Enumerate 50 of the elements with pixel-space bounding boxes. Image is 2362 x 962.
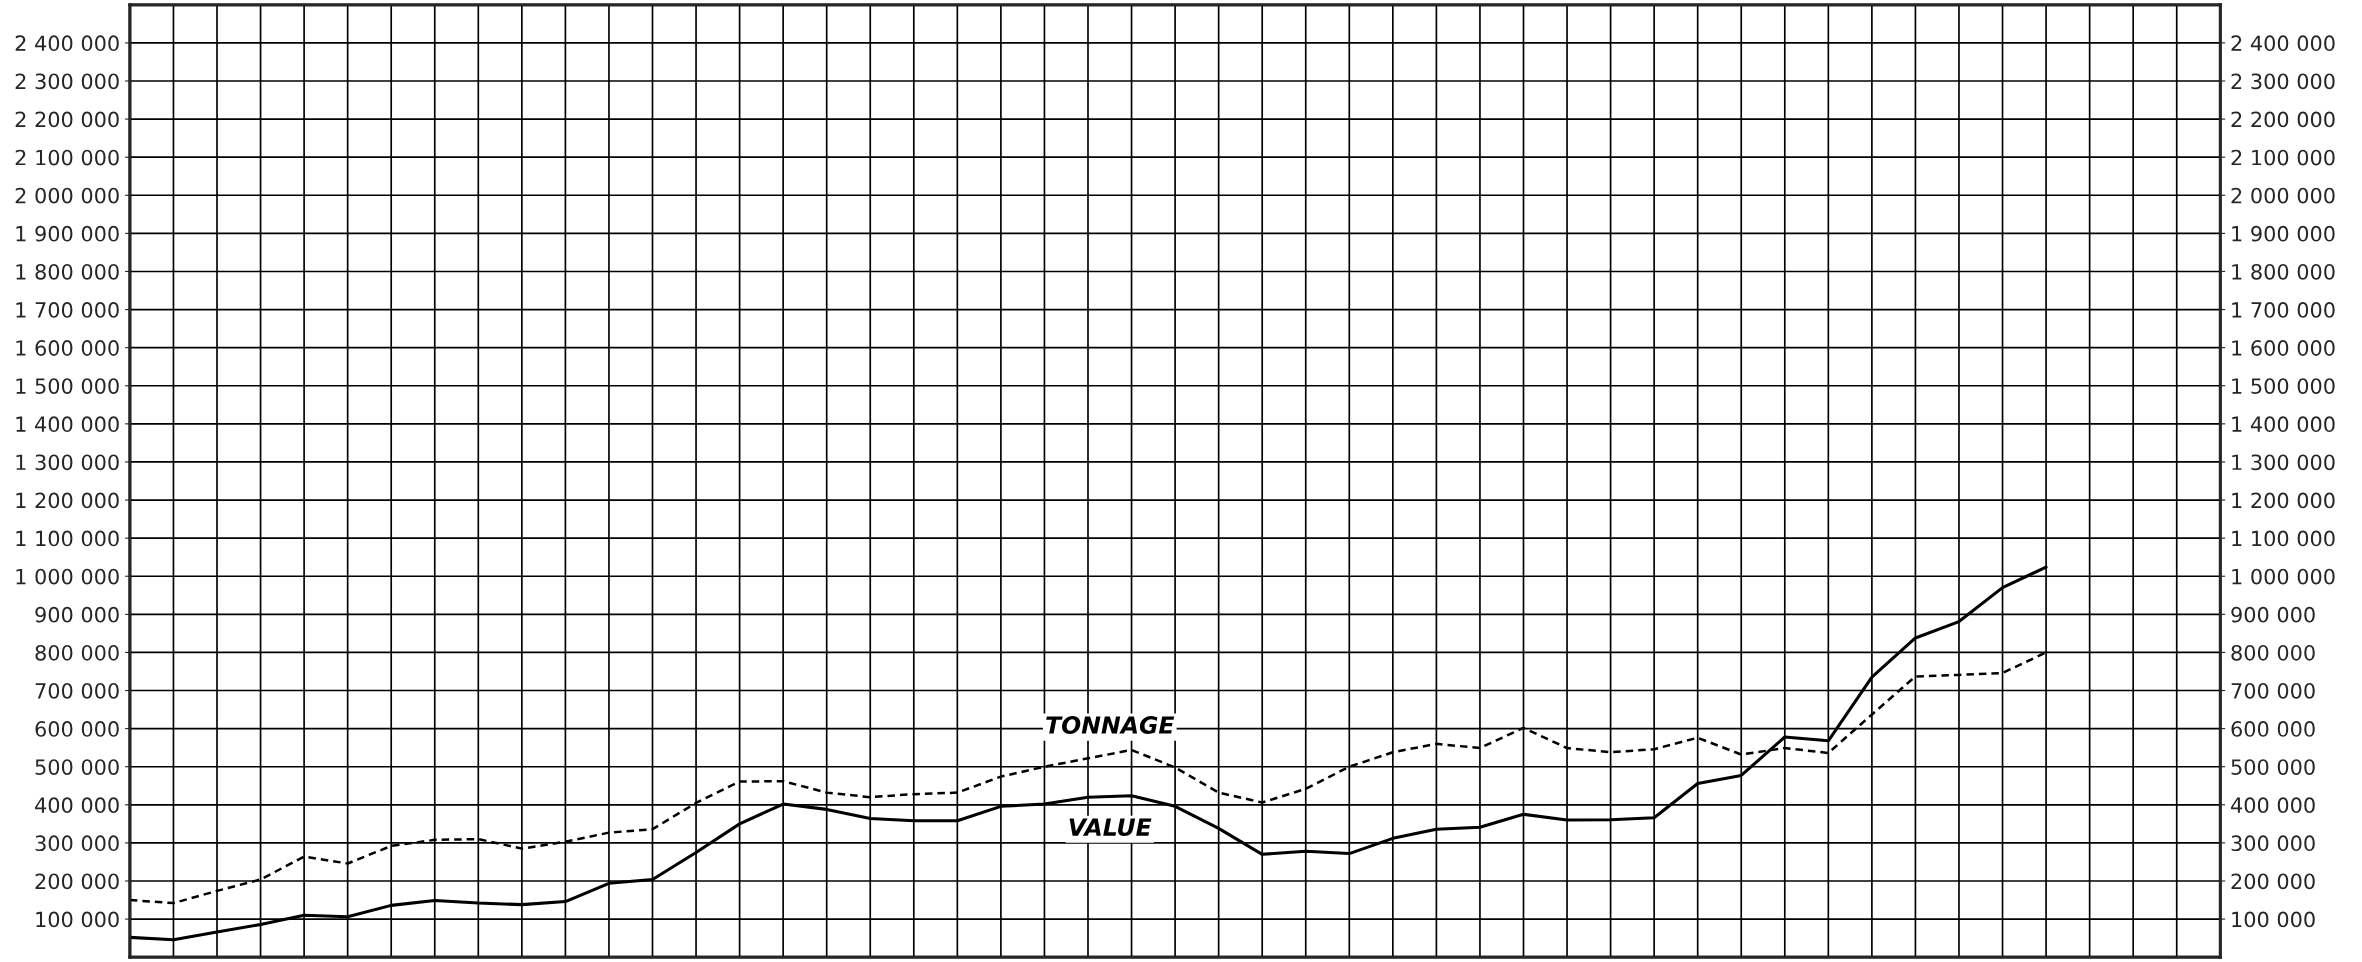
y2-tick-label: 800 000: [2231, 644, 2315, 661]
y2-tick-label: 2 400 000: [2231, 35, 2335, 52]
y2-tick-label: 300 000: [2231, 835, 2315, 852]
y-tick-label: 1 500 000: [16, 378, 119, 394]
y-tick-label: 700 000: [35, 682, 119, 699]
y2-tick-label: 2 200 000: [2231, 111, 2335, 128]
series-label: VALUE: [1069, 818, 1152, 837]
y-tick-label: 300 000: [35, 835, 119, 852]
y2-tick-label: 1 700 000: [2232, 302, 2335, 318]
y2-tick-label: 1 400 000: [2232, 416, 2335, 433]
series-label: TONNAGE: [1046, 716, 1175, 734]
y2-tick-label: 1 800 000: [2232, 263, 2335, 280]
y2-tick-label: 1 000 000: [2232, 568, 2335, 585]
y-tick-label: 600 000: [35, 721, 119, 737]
y2-tick-label: 1 900 000: [2232, 225, 2335, 242]
y-tick-label: 2 100 000: [15, 149, 119, 166]
y-tick-label: 1 600 000: [16, 340, 119, 356]
y-tick-label: 1 300 000: [16, 454, 119, 471]
y-tick-label: 800 000: [35, 644, 119, 661]
y2-tick-label: 900 000: [2231, 606, 2315, 623]
y-tick-label: 900 000: [35, 606, 119, 623]
y2-tick-label: 400 000: [2231, 797, 2315, 814]
y2-tick-label: 1 500 000: [2232, 378, 2335, 394]
y2-tick-label: 500 000: [2231, 759, 2315, 775]
y2-tick-label: 100 000: [2232, 911, 2315, 928]
y2-tick-label: 2 000 000: [2231, 187, 2335, 204]
y-tick-label: 2 200 000: [15, 111, 119, 128]
y2-tick-label: 2 100 000: [2231, 149, 2335, 166]
y2-tick-label: 1 300 000: [2232, 454, 2335, 471]
y-tick-label: 500 000: [35, 759, 119, 775]
y-tick-label: 1 200 000: [16, 492, 119, 509]
y2-tick-label: 700 000: [2231, 682, 2315, 699]
y2-tick-label: 2 300 000: [2231, 73, 2335, 90]
y-tick-label: 100 000: [36, 911, 119, 928]
y2-tick-label: 1 600 000: [2232, 340, 2335, 356]
y-tick-label: 400 000: [35, 797, 119, 814]
y-tick-label: 2 400 000: [15, 35, 119, 52]
y2-tick-label: 1 200 000: [2232, 492, 2335, 509]
y2-tick-label: 1 100 000: [2232, 530, 2335, 547]
y-tick-label: 1 400 000: [16, 416, 119, 433]
y-tick-label: 2 300 000: [15, 73, 119, 90]
y-tick-label: 1 900 000: [16, 225, 119, 242]
y-tick-label: 1 100 000: [16, 530, 119, 547]
y-tick-label: 1 700 000: [16, 302, 119, 318]
y2-tick-label: 200 000: [2231, 873, 2315, 890]
y-tick-label: 1 000 000: [16, 568, 119, 585]
y-tick-label: 2 000 000: [15, 187, 119, 204]
y-tick-label: 1 800 000: [16, 263, 119, 280]
y2-tick-label: 600 000: [2231, 721, 2315, 737]
y-tick-label: 200 000: [35, 873, 119, 890]
